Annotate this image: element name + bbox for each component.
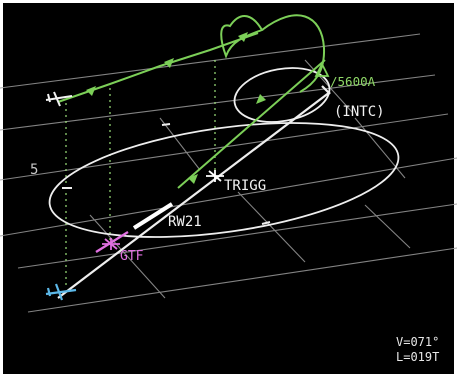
green-direction-arrows	[86, 32, 266, 184]
approach-course-line	[57, 91, 331, 299]
direction-arrow-icon	[256, 94, 266, 104]
intercept-leg-line	[321, 85, 331, 95]
ellipse-ticks	[62, 123, 271, 225]
grid-line	[89, 214, 166, 299]
vertical-drop-lines	[65, 60, 216, 288]
waypoint-star-icon	[206, 170, 224, 182]
grid-line	[159, 117, 201, 171]
tick-mark	[261, 221, 271, 225]
tick-mark	[161, 123, 171, 126]
display-screen	[3, 3, 454, 374]
intercept-leg-label: (INTC)	[334, 104, 385, 120]
grid-line	[0, 33, 421, 89]
direction-arrow-icon	[86, 86, 96, 96]
fix-trigg-label: TRIGG	[224, 178, 266, 194]
waypoint-star-icon	[102, 238, 120, 250]
active-fix-label: GTF	[120, 249, 144, 264]
active-leg-magenta	[95, 230, 129, 254]
holding-patterns	[48, 67, 400, 238]
grid-line	[17, 203, 457, 269]
green-descent-leg	[177, 59, 326, 189]
direction-arrow-icon	[238, 32, 248, 42]
runway-segment	[132, 202, 174, 230]
direction-arrow-icon	[188, 174, 198, 184]
view-angle-readout: V=071°	[396, 335, 439, 349]
grid-line	[364, 204, 411, 249]
direction-arrow-icon	[164, 58, 174, 68]
grid-line	[27, 247, 457, 313]
upper-holding-pattern	[233, 67, 331, 123]
range-ring-label: 5	[30, 162, 38, 178]
green-route	[57, 14, 326, 189]
lower-holding-pattern	[48, 122, 400, 238]
aircraft-symbol-icon	[45, 91, 73, 107]
green-route-arc	[261, 14, 326, 93]
heading-line-readout: L=019T	[396, 350, 439, 364]
altitude-constraint-triangle-icon	[314, 61, 330, 77]
aircraft-symbol-icon	[45, 283, 77, 301]
grid-line	[0, 157, 457, 237]
runway-label: RW21	[168, 214, 202, 230]
green-route-loop	[220, 15, 264, 59]
grid-line	[354, 117, 406, 179]
approach-course	[57, 85, 331, 299]
altitude-constraint-label: /5600A	[330, 74, 376, 89]
grid-line	[237, 191, 306, 263]
grid-line	[0, 74, 436, 131]
